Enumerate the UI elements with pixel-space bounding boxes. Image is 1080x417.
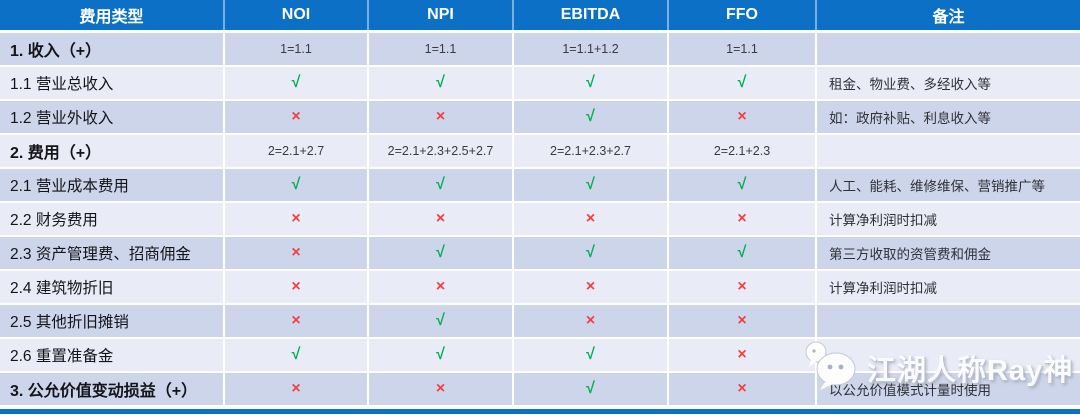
formula-cell: 2=2.1+2.3 xyxy=(669,135,817,167)
mark-cell: × xyxy=(225,101,369,133)
table-row: 3. 公允价值变动损益（+） × × √ × 以公允价值模式计量时使用 xyxy=(0,373,1080,407)
row-label: 2. 费用（+） xyxy=(0,135,225,167)
column-header-expense-type: 费用类型 xyxy=(0,0,225,30)
formula-cell: 1=1.1 xyxy=(225,33,369,65)
row-label: 2.5 其他折旧摊销 xyxy=(0,305,225,337)
note-cell: 如：政府补贴、利息收入等 xyxy=(829,111,991,126)
column-header-remarks: 备注 xyxy=(932,9,965,26)
row-label: 1.1 营业总收入 xyxy=(0,67,225,99)
note-cell xyxy=(817,33,1080,65)
table-row: 1.1 营业总收入 √ √ √ √ 租金、物业费、多经收入等 xyxy=(0,67,1080,101)
mark-cell: √ xyxy=(225,169,369,201)
formula-cell: 1=1.1+1.2 xyxy=(514,33,669,65)
mark-cell: √ xyxy=(514,373,669,405)
table-row: 2. 费用（+） 2=2.1+2.7 2=2.1+2.3+2.5+2.7 2=2… xyxy=(0,135,1080,169)
column-header-npi: NPI xyxy=(369,0,514,30)
mark-cell: × xyxy=(369,373,514,405)
mark-cell: × xyxy=(225,237,369,269)
mark-cell: √ xyxy=(225,67,369,99)
formula-cell: 1=1.1 xyxy=(669,33,817,65)
row-label: 2.4 建筑物折旧 xyxy=(0,271,225,303)
table-row: 1.2 营业外收入 × × √ × 如：政府补贴、利息收入等 xyxy=(0,101,1080,135)
row-label: 2.2 财务费用 xyxy=(0,203,225,235)
table-row: 2.5 其他折旧摊销 × √ × × xyxy=(0,305,1080,339)
mark-cell: × xyxy=(225,271,369,303)
formula-cell: 2=2.1+2.3+2.7 xyxy=(514,135,669,167)
row-label: 1.2 营业外收入 xyxy=(0,101,225,133)
mark-cell: √ xyxy=(369,339,514,371)
row-label: 1. 收入（+） xyxy=(0,33,225,65)
mark-cell: × xyxy=(669,271,817,303)
mark-cell: × xyxy=(225,373,369,405)
row-label: 2.6 重置准备金 xyxy=(0,339,225,371)
note-cell xyxy=(817,339,1080,371)
table-bottom-accent-bar xyxy=(0,409,1080,414)
note-cell: 计算净利润时扣减 xyxy=(829,281,937,296)
formula-cell: 2=2.1+2.3+2.5+2.7 xyxy=(369,135,514,167)
mark-cell: × xyxy=(669,101,817,133)
note-cell xyxy=(817,305,1080,337)
mark-cell: √ xyxy=(514,169,669,201)
mark-cell: √ xyxy=(369,305,514,337)
mark-cell: × xyxy=(225,305,369,337)
mark-cell: √ xyxy=(669,237,817,269)
note-cell: 租金、物业费、多经收入等 xyxy=(829,77,991,92)
table-row: 2.2 财务费用 × × × × 计算净利润时扣减 xyxy=(0,203,1080,237)
table-row: 2.3 资产管理费、招商佣金 × √ √ √ 第三方收取的资管费和佣金 xyxy=(0,237,1080,271)
mark-cell: × xyxy=(514,203,669,235)
note-cell: 人工、能耗、维修维保、营销推广等 xyxy=(829,179,1045,194)
table-row: 1. 收入（+） 1=1.1 1=1.1 1=1.1+1.2 1=1.1 xyxy=(0,33,1080,67)
row-label: 2.1 营业成本费用 xyxy=(0,169,225,201)
formula-cell: 1=1.1 xyxy=(369,33,514,65)
mark-cell: √ xyxy=(514,67,669,99)
mark-cell: √ xyxy=(369,237,514,269)
mark-cell: √ xyxy=(514,101,669,133)
mark-cell: × xyxy=(369,271,514,303)
column-header-ffo: FFO xyxy=(669,0,817,30)
row-label: 3. 公允价值变动损益（+） xyxy=(0,373,225,405)
mark-cell: √ xyxy=(669,169,817,201)
mark-cell: √ xyxy=(369,169,514,201)
mark-cell: √ xyxy=(669,67,817,99)
mark-cell: × xyxy=(225,203,369,235)
table-row: 2.6 重置准备金 √ √ √ × xyxy=(0,339,1080,373)
mark-cell: × xyxy=(669,305,817,337)
mark-cell: × xyxy=(514,305,669,337)
mark-cell: × xyxy=(369,203,514,235)
column-header-noi: NOI xyxy=(225,0,369,30)
note-cell xyxy=(817,135,1080,167)
column-header-ebitda: EBITDA xyxy=(514,0,669,30)
note-cell: 第三方收取的资管费和佣金 xyxy=(829,247,991,262)
formula-cell: 2=2.1+2.7 xyxy=(225,135,369,167)
table-row: 2.1 营业成本费用 √ √ √ √ 人工、能耗、维修维保、营销推广等 xyxy=(0,169,1080,203)
note-cell: 计算净利润时扣减 xyxy=(829,213,937,228)
mark-cell: × xyxy=(669,339,817,371)
mark-cell: √ xyxy=(514,237,669,269)
note-cell: 以公允价值模式计量时使用 xyxy=(829,383,991,398)
table-header-row: 费用类型 NOI NPI EBITDA FFO 备注 xyxy=(0,0,1080,33)
mark-cell: × xyxy=(514,271,669,303)
mark-cell: × xyxy=(669,203,817,235)
mark-cell: × xyxy=(669,373,817,405)
table-row: 2.4 建筑物折旧 × × × × 计算净利润时扣减 xyxy=(0,271,1080,305)
mark-cell: √ xyxy=(225,339,369,371)
mark-cell: × xyxy=(369,101,514,133)
mark-cell: √ xyxy=(369,67,514,99)
mark-cell: √ xyxy=(514,339,669,371)
row-label: 2.3 资产管理费、招商佣金 xyxy=(0,237,225,269)
